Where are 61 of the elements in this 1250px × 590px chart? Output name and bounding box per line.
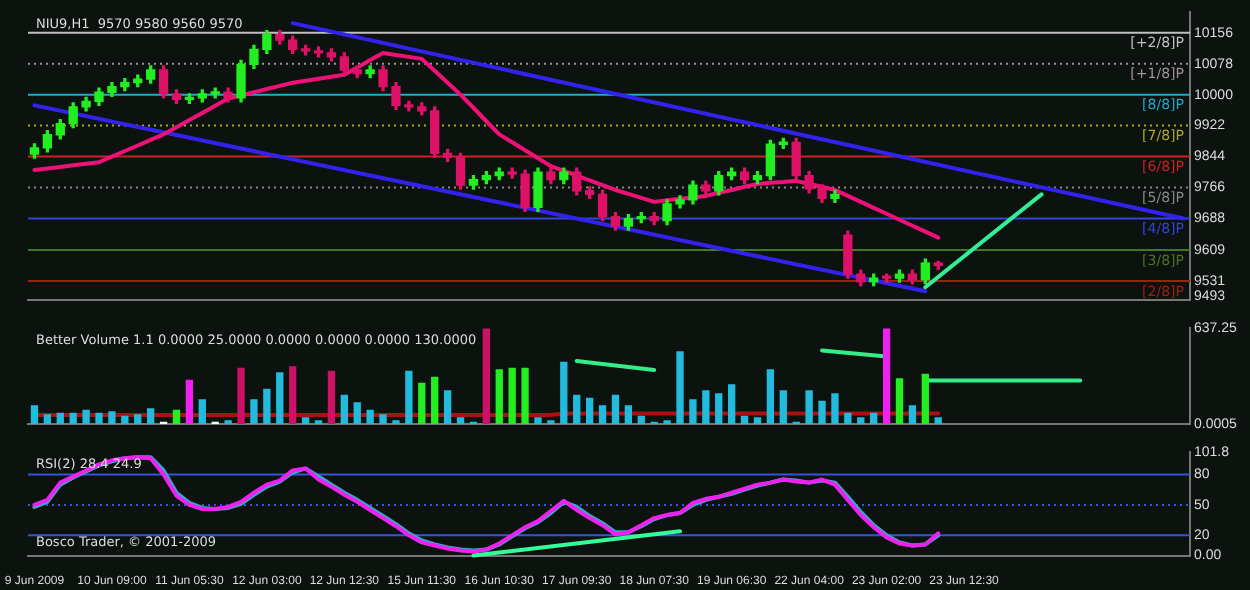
bar (30, 405, 39, 424)
bar (250, 399, 258, 424)
bar (121, 415, 129, 424)
bar (431, 376, 439, 424)
bar (870, 412, 878, 424)
bar (779, 390, 787, 424)
bar (172, 409, 181, 424)
bar (456, 417, 465, 424)
bar (908, 405, 917, 424)
bar (289, 366, 297, 424)
bar (340, 394, 348, 424)
bar (728, 384, 736, 424)
bar (366, 409, 374, 424)
bar (379, 414, 387, 424)
bar (69, 412, 77, 424)
bar (482, 328, 490, 424)
bar (418, 382, 426, 424)
bar (95, 412, 103, 424)
bar (327, 370, 336, 424)
bar (405, 370, 413, 424)
bar (844, 412, 852, 424)
bar (753, 417, 762, 424)
bar (624, 405, 633, 424)
bar (676, 351, 684, 424)
bar (689, 399, 697, 424)
bar (443, 390, 452, 424)
bar (702, 390, 710, 424)
bar (82, 409, 90, 424)
bar (508, 367, 516, 424)
bar (147, 408, 155, 424)
bar (715, 393, 723, 424)
bar (573, 394, 581, 424)
bar (353, 402, 361, 424)
bar (263, 388, 271, 424)
bar (882, 328, 891, 424)
bar (766, 369, 775, 424)
bar (198, 399, 206, 424)
bar (611, 394, 620, 424)
bar (185, 379, 194, 424)
bar (818, 400, 826, 424)
bar (521, 367, 529, 424)
bar (637, 415, 645, 424)
bar (560, 361, 568, 424)
bar (895, 378, 904, 424)
bar (831, 393, 839, 424)
bar (276, 372, 284, 424)
bar (43, 414, 52, 424)
bar (585, 397, 594, 424)
bar (56, 412, 64, 424)
bar (237, 367, 245, 424)
bar (108, 411, 116, 424)
bar (934, 417, 942, 424)
bar (805, 390, 813, 424)
bar (134, 414, 142, 424)
bar (495, 369, 503, 424)
bar (857, 417, 865, 424)
bar (740, 415, 749, 424)
bar (534, 417, 542, 424)
bar (301, 417, 310, 424)
bar (921, 373, 929, 424)
bar (598, 405, 607, 424)
